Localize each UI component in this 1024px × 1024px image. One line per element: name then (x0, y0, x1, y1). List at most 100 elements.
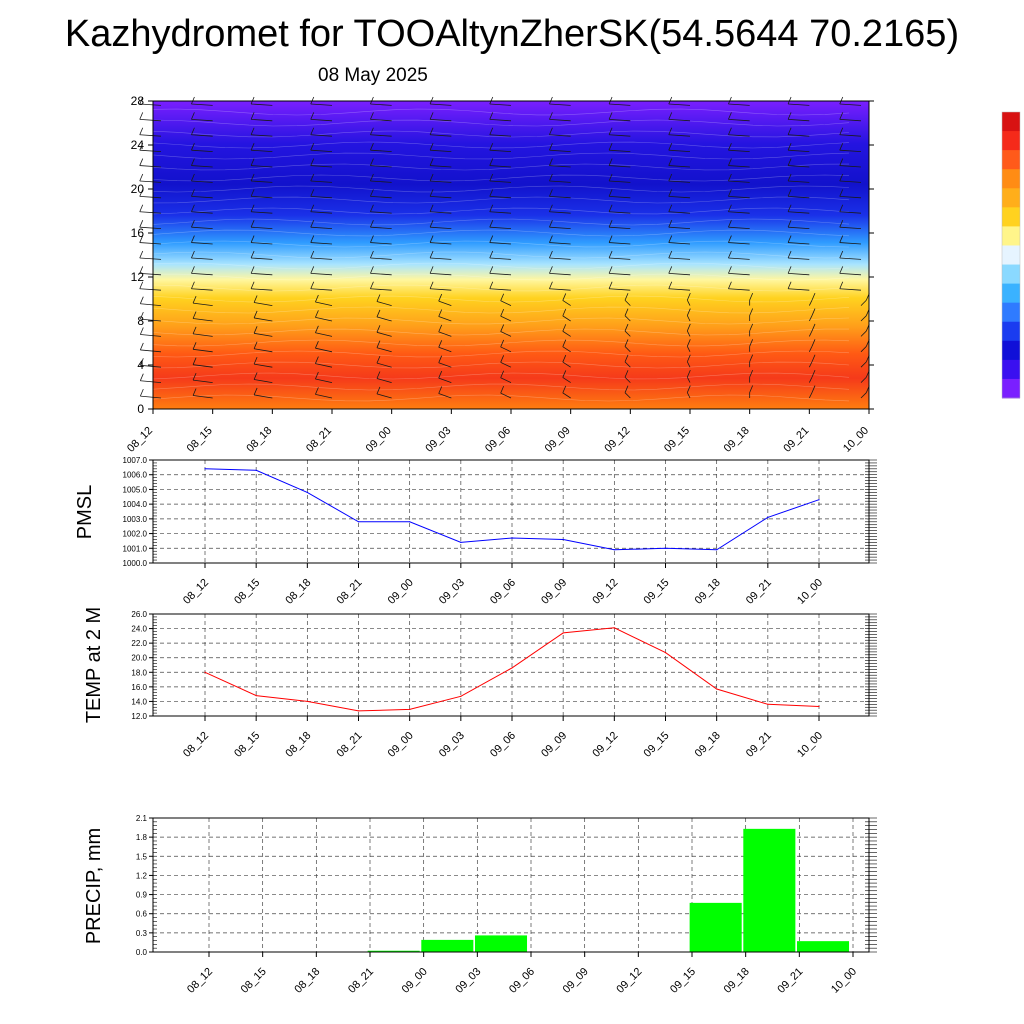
colorbar-swatch (1002, 131, 1020, 151)
wind-barb (500, 331, 512, 337)
wind-barb-flag (438, 386, 443, 394)
wind-barb (562, 361, 571, 368)
wind-barb-flag (562, 385, 567, 394)
wind-barb (788, 118, 810, 122)
colorbar (1001, 111, 1021, 399)
y-tick-label: 12 (131, 270, 145, 284)
wind-barb-flag (370, 127, 374, 135)
wind-barb (140, 334, 162, 337)
wind-barb-flag (250, 266, 255, 274)
pmsl-panel: 1000.0 1001.0 1002.0 1003.0 1004.0 1005.0 1006… (74, 456, 877, 607)
x-tick-label: 10_00 (795, 730, 825, 760)
wind-barb (370, 149, 392, 152)
contour-line (152, 361, 850, 369)
wind-barb-flag (624, 308, 629, 316)
wind-barb-flag (370, 220, 374, 228)
wind-barb-flag (139, 388, 144, 397)
x-tick-label: 09_00 (386, 730, 416, 760)
x-tick-label: 09_06 (507, 966, 537, 996)
wind-barb (370, 180, 392, 183)
x-tick-label: 09_09 (561, 966, 591, 996)
wind-barb (562, 346, 571, 353)
wind-barb (438, 331, 452, 337)
wind-barb (191, 134, 213, 137)
precipitation-panel: 0.0 0.3 0.6 0.9 1.2 1.5 1.8 2.1 08_12 08_15 08_18 0… (83, 814, 877, 996)
wind-barb-flag (500, 355, 505, 363)
colorbar-swatch (1002, 245, 1020, 266)
wind-barb (489, 134, 512, 137)
wind-barb-flag (250, 158, 255, 166)
y-tick-label: 1.5 (136, 852, 148, 861)
wind-barb (860, 315, 867, 322)
wind-barb (808, 392, 813, 399)
wind-barb-flag (787, 112, 792, 120)
wind-barb-flag (191, 127, 195, 135)
wind-barb-flag (489, 112, 494, 120)
page-title: Kazhydromet for TOOAltynZherSK(54.5644 7… (64, 13, 960, 55)
contour-line (152, 295, 850, 303)
wind-barb-flag (500, 324, 505, 332)
wind-barb (839, 165, 862, 168)
wind-barb-flag (438, 340, 443, 348)
y-tick-label: 16.0 (131, 683, 147, 692)
wind-barb (549, 272, 571, 276)
wind-barb-flag (728, 266, 732, 274)
wind-barb (430, 103, 452, 106)
wind-barb (315, 378, 333, 383)
data-point (306, 700, 308, 703)
wind-barb (193, 348, 213, 353)
wind-barb-flag (787, 235, 792, 243)
wind-barb-flag (192, 342, 197, 350)
wind-barb (728, 134, 750, 137)
wind-barb (860, 361, 867, 368)
wind-barb-flag (191, 112, 195, 120)
wind-barb-flag (310, 235, 315, 243)
data-point (255, 469, 257, 471)
wind-barb (500, 377, 512, 383)
wind-barb (254, 379, 273, 383)
wind-barb-flag (315, 341, 319, 349)
y-tick-label: 1000.0 (123, 559, 148, 568)
wind-barb (191, 103, 213, 106)
wind-barb (549, 118, 571, 122)
wind-barb (839, 211, 862, 214)
wind-barb-flag (549, 127, 553, 135)
wind-barb-flag (139, 220, 144, 228)
wind-barb (430, 134, 452, 137)
wind-barb (193, 333, 213, 337)
wind-barb (668, 242, 691, 245)
wind-barb-flag (668, 250, 673, 259)
wind-barb-flag (608, 266, 613, 274)
x-tick-label: 08_18 (244, 425, 274, 455)
wind-barb-flag (429, 204, 434, 212)
wind-barb-flag (139, 266, 144, 274)
wind-barb-flag (429, 158, 434, 166)
data-point (511, 537, 513, 539)
wind-barb-flag (489, 204, 494, 212)
wind-barb (376, 347, 392, 353)
wind-barb-flag (668, 266, 673, 274)
wind-barb-flag (686, 323, 691, 332)
temperature-panel: 12.0 14.0 16.0 18.0 20.0 22.0 24.0 26.0 08_12 08_… (83, 607, 877, 760)
wind-barb (788, 226, 810, 229)
contour-line (152, 339, 850, 347)
wind-barb-flag (562, 308, 567, 317)
wind-barb (310, 118, 333, 122)
wind-barb (370, 272, 392, 276)
y-tick-label: 4 (137, 358, 144, 372)
wind-barb (500, 346, 512, 353)
wind-barb (562, 330, 571, 337)
wind-barb-flag (811, 385, 816, 393)
wind-barb (430, 165, 452, 168)
y-tick-label: 1006.0 (123, 471, 148, 480)
wind-barb-flag (624, 354, 629, 363)
wind-barb (370, 288, 392, 291)
wind-barb-flag (139, 358, 144, 366)
wind-barb (500, 300, 512, 306)
wind-barb-flag (608, 281, 613, 289)
wind-barb-flag (310, 143, 315, 151)
x-tick-label: 09_21 (744, 730, 774, 760)
precip-bar (367, 950, 420, 952)
wind-barb (251, 226, 273, 229)
wind-barb (609, 242, 631, 245)
